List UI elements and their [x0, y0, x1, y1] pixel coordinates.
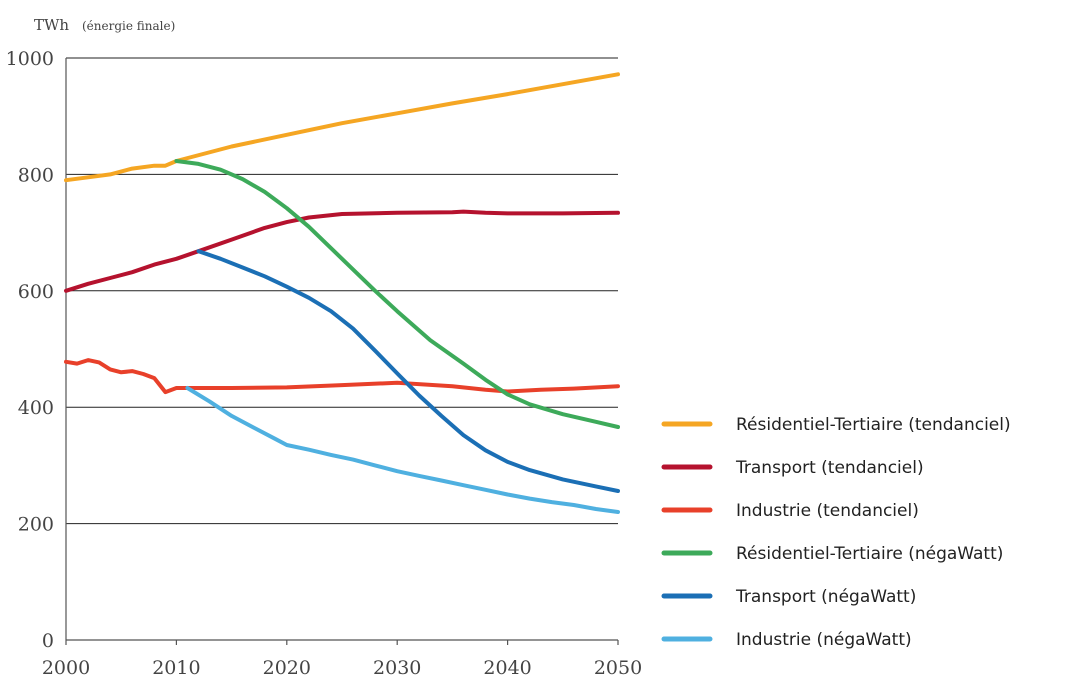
y-axis-tick-labels: 0 200 400 600 800 1000 — [6, 48, 54, 652]
series-lines — [66, 74, 618, 512]
legend-item: Résidentiel-Tertiaire (tendanciel) — [664, 415, 1011, 435]
legend-label: Industrie (négaWatt) — [736, 630, 912, 650]
axes — [66, 58, 618, 645]
series-line-2 — [66, 212, 618, 291]
x-tick-label: 2030 — [373, 657, 421, 679]
series-line-5 — [199, 251, 619, 491]
series-line-6 — [187, 388, 618, 512]
x-tick-label: 2020 — [263, 657, 311, 679]
legend: Résidentiel-Tertiaire (tendanciel) Transp… — [664, 415, 1011, 650]
legend-item: Industrie (tendanciel) — [664, 501, 919, 521]
y-axis-label: TWh — [34, 16, 69, 34]
legend-item: Transport (tendanciel) — [664, 458, 924, 478]
legend-label: Résidentiel-Tertiaire (négaWatt) — [736, 544, 1003, 564]
legend-label: Transport (négaWatt) — [735, 587, 916, 607]
y-tick-label: 800 — [18, 164, 54, 186]
x-tick-label: 2010 — [152, 657, 200, 679]
legend-label: Industrie (tendanciel) — [736, 501, 919, 521]
y-axis-unit-label: TWh (énergie finale) — [34, 16, 175, 34]
x-axis-tick-labels: 2000 2010 2020 2030 2040 2050 — [42, 657, 642, 679]
series-line-3 — [66, 360, 618, 392]
y-tick-label: 0 — [42, 630, 54, 652]
y-tick-label: 600 — [18, 281, 54, 303]
y-tick-label: 1000 — [6, 48, 54, 70]
x-tick-label: 2040 — [483, 657, 531, 679]
x-tick-label: 2050 — [594, 657, 642, 679]
gridlines — [66, 58, 618, 524]
legend-item: Transport (négaWatt) — [664, 587, 916, 607]
legend-label: Transport (tendanciel) — [735, 458, 924, 478]
legend-item: Industrie (négaWatt) — [664, 630, 912, 650]
y-tick-label: 400 — [18, 397, 54, 419]
legend-item: Résidentiel-Tertiaire (négaWatt) — [664, 544, 1003, 564]
legend-label: Résidentiel-Tertiaire (tendanciel) — [736, 415, 1011, 435]
y-axis-label-note: (énergie finale) — [82, 19, 175, 33]
series-line-1 — [66, 74, 618, 180]
x-tick-label: 2000 — [42, 657, 90, 679]
y-tick-label: 200 — [18, 514, 54, 536]
